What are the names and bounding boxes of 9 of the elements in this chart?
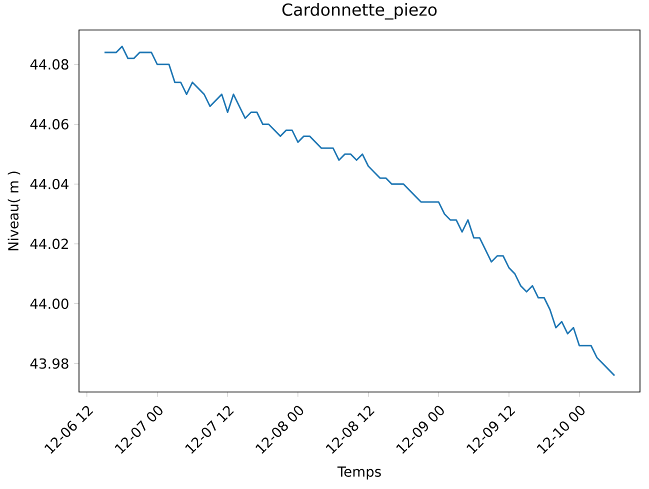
chart-title: Cardonnette_piezo (282, 3, 437, 20)
y-tick-label: 44.04 (30, 178, 68, 190)
y-axis-title: Niveau( m ) (8, 172, 20, 250)
y-tick-label: 44.00 (30, 298, 68, 309)
y-tick-label: 44.02 (30, 238, 68, 250)
y-tick-label: 44.06 (30, 118, 68, 130)
y-tick-label: 43.98 (30, 358, 68, 369)
y-tick-label: 44.08 (30, 59, 68, 70)
x-axis-title: Temps (337, 466, 381, 480)
